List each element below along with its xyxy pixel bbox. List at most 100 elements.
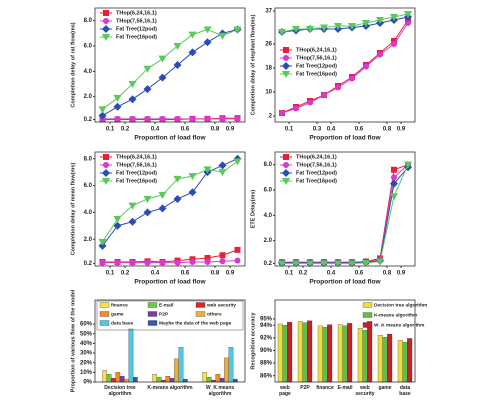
y-tick-label: 90% <box>260 348 273 354</box>
x-tick-label: 0.8 <box>211 271 220 277</box>
bar <box>156 377 162 383</box>
bar <box>407 338 413 383</box>
legend-box <box>96 300 244 331</box>
x-axis-label: Proportion of load flow <box>134 279 206 286</box>
x-tick-label: 0.4 <box>327 271 336 277</box>
y-tick-label: 20% <box>80 360 93 366</box>
marker <box>292 26 300 33</box>
x-tick-label: E-mail <box>337 385 353 391</box>
legend-label: Maybe the data of the web page <box>159 320 232 326</box>
legend-label: others <box>207 311 222 317</box>
legend-swatch <box>362 302 373 308</box>
legend-marker <box>283 162 289 168</box>
series-line <box>102 158 238 247</box>
y-tick-label: 0.2 <box>84 261 93 267</box>
bar <box>124 378 129 383</box>
y-tick-label: 60% <box>80 322 93 328</box>
bar <box>202 372 208 383</box>
x-tick-label: 0.8 <box>211 127 220 133</box>
legend-label: Fat Tree(12pod) <box>296 170 337 176</box>
bar <box>357 328 363 383</box>
marker <box>233 158 242 166</box>
marker <box>203 38 212 47</box>
marker <box>348 23 356 30</box>
y-tick-label: 6.0 <box>84 183 93 189</box>
bar <box>215 374 221 383</box>
y-tick-label: 4.0 <box>264 213 273 219</box>
legend-swatch <box>195 311 206 317</box>
marker <box>173 43 182 50</box>
legend-label: Fat Tree(16pod) <box>116 34 157 40</box>
marker <box>113 94 122 102</box>
marker <box>377 51 383 58</box>
x-axis-label: Proportion of load flow <box>309 279 381 286</box>
marker <box>405 20 411 26</box>
marker <box>349 75 355 82</box>
bar <box>337 324 343 383</box>
marker <box>129 259 136 266</box>
marker <box>320 24 328 32</box>
marker <box>293 105 299 112</box>
series-line <box>102 160 238 243</box>
x-axis-label: Proportion of load flow <box>309 135 381 142</box>
series-line <box>281 13 409 33</box>
legend-label: THop(6,24,16,1) <box>116 10 157 16</box>
y-tick-label: 2.0 <box>84 237 93 243</box>
marker <box>143 208 152 217</box>
x-tick-label: 0.2 <box>121 271 130 277</box>
x-tick-label: P2P <box>300 385 310 391</box>
series-line <box>282 164 409 263</box>
marker <box>234 246 241 253</box>
marker <box>128 202 137 210</box>
series-line <box>281 16 409 33</box>
legend-label: Fat Tree(16pod) <box>296 178 337 184</box>
x-tick-label: 0.9 <box>397 271 406 277</box>
series-line <box>281 19 409 114</box>
y-tick-label: 6.0 <box>264 188 273 194</box>
y-tick-label: 18 <box>265 66 272 72</box>
marker <box>174 259 181 266</box>
y-tick-label: 4.0 <box>84 69 93 75</box>
series-line <box>281 22 409 114</box>
legend-marker <box>282 178 290 185</box>
bar <box>178 347 184 383</box>
legend-label: data base <box>111 320 133 326</box>
legend-label: Fat Tree(12pod) <box>116 26 157 32</box>
x-tick-label: 0.6 <box>181 271 190 277</box>
legend-marker <box>102 34 110 41</box>
bar <box>307 320 313 383</box>
bar <box>224 357 229 383</box>
x-tick-label: 0.1 <box>285 127 294 133</box>
legend-label: THop(6,24,16,1) <box>116 154 157 160</box>
y-tick-label: 0.2 <box>264 261 273 267</box>
y-tick-label: 86% <box>260 373 273 379</box>
bar <box>277 323 283 383</box>
marker <box>234 115 241 122</box>
x-tick-label: 0.8 <box>383 127 392 133</box>
legend-label: THop(7,56,16,1) <box>296 162 337 168</box>
legend-marker <box>102 25 110 33</box>
legend-swatch <box>147 302 158 308</box>
marker <box>218 169 227 177</box>
bar <box>128 328 134 383</box>
marker <box>321 92 327 98</box>
plot-frame <box>274 7 416 123</box>
marker <box>143 195 152 203</box>
marker <box>234 257 241 264</box>
x-tick-label: 0.4 <box>327 127 336 133</box>
legend-marker <box>102 178 110 185</box>
x-tick-label: 0.6 <box>355 127 364 133</box>
series-line <box>102 28 238 110</box>
bar <box>206 377 212 383</box>
series-line <box>282 164 409 264</box>
y-tick-label: 0% <box>83 380 92 386</box>
legend-marker <box>282 169 290 177</box>
x-tick-label: 0.4 <box>151 127 160 133</box>
y-tick-label: 2.0 <box>264 238 273 244</box>
bar <box>152 374 158 383</box>
y-tick-label: 30% <box>80 351 93 357</box>
bar <box>165 376 171 383</box>
x-tick-label: 0.9 <box>226 271 235 277</box>
marker <box>306 260 314 268</box>
series-line <box>102 29 238 117</box>
